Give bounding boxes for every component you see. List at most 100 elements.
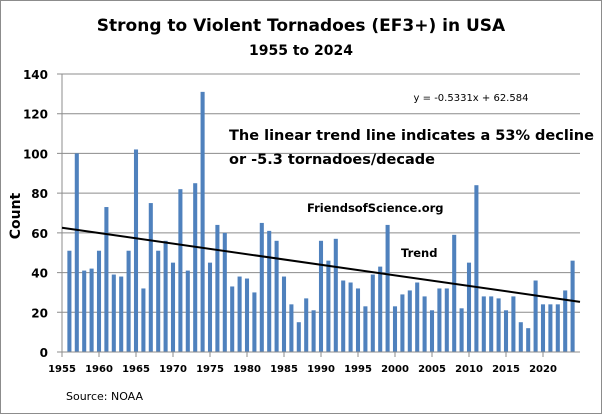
bar <box>119 276 124 352</box>
bar <box>193 183 198 352</box>
trend-label: Trend <box>401 246 437 260</box>
bar <box>348 282 353 352</box>
annotation-line-1: The linear trend line indicates a 53% de… <box>229 128 594 144</box>
bar <box>289 304 294 352</box>
x-tick-label: 1970 <box>159 364 187 375</box>
x-tick-label: 1975 <box>196 364 224 375</box>
bar <box>496 298 501 352</box>
trend-line <box>61 226 581 303</box>
bar <box>466 262 472 352</box>
bar <box>126 250 131 352</box>
bar <box>563 290 568 352</box>
y-tick-label: 120 <box>23 108 48 122</box>
bar <box>82 270 87 352</box>
bar <box>355 288 361 352</box>
x-tick-label: 1985 <box>270 364 298 375</box>
bar <box>207 262 213 352</box>
bar <box>526 328 531 352</box>
bar <box>318 240 324 352</box>
y-tick-label: 40 <box>31 267 48 281</box>
bar <box>185 270 190 352</box>
bar <box>104 207 109 352</box>
bar <box>67 250 72 352</box>
y-tick-label: 60 <box>31 227 48 241</box>
bar <box>200 91 205 352</box>
bar <box>518 322 523 352</box>
bar <box>163 240 168 352</box>
bar <box>459 308 464 352</box>
bar <box>244 278 250 352</box>
source-note: Source: NOAA <box>66 390 144 403</box>
annotation-line-2: or -5.3 tornadoes/decade <box>229 152 435 168</box>
bar <box>178 189 183 352</box>
bar <box>548 304 553 352</box>
y-tick-label: 0 <box>40 346 48 360</box>
x-tick-label: 2005 <box>418 364 446 375</box>
y-tick-label: 80 <box>31 187 48 201</box>
x-tick-label: 2020 <box>529 364 557 375</box>
bar <box>74 153 79 352</box>
bar <box>333 238 338 352</box>
bar <box>422 296 427 352</box>
x-tick-label: 1990 <box>307 364 335 375</box>
y-tick-label: 140 <box>23 68 48 82</box>
bar <box>533 280 538 352</box>
bar <box>474 185 479 352</box>
y-tick-label: 100 <box>23 147 48 161</box>
bar <box>555 304 560 352</box>
bar <box>429 310 435 352</box>
bar <box>341 280 346 352</box>
bar <box>89 268 94 352</box>
bar <box>267 230 272 352</box>
bar <box>444 288 449 352</box>
x-tick-label: 2010 <box>455 364 483 375</box>
chart-subtitle: 1955 to 2024 <box>249 43 353 59</box>
bar <box>156 250 161 352</box>
x-tick-label: 2015 <box>492 364 520 375</box>
bar <box>141 288 146 352</box>
watermark-text: FriendsofScience.org <box>307 201 444 215</box>
bar <box>400 294 405 352</box>
x-tick-label: 1995 <box>344 364 372 375</box>
trend-equation: y = -0.5331x + 62.584 <box>414 93 529 104</box>
bar <box>296 322 301 352</box>
bar <box>170 262 176 352</box>
bar <box>304 298 309 352</box>
bar <box>326 260 331 352</box>
chart-title: Strong to Violent Tornadoes (EF3+) in US… <box>97 16 506 36</box>
x-tick-label: 1955 <box>48 364 76 375</box>
bar <box>133 149 139 352</box>
x-tick-label: 1960 <box>85 364 113 375</box>
bar <box>489 296 494 352</box>
bar <box>392 306 398 352</box>
bar <box>111 274 116 352</box>
bar <box>148 203 153 352</box>
bar <box>363 306 368 352</box>
bar <box>378 266 383 352</box>
bar <box>274 240 279 352</box>
x-tick-label: 1980 <box>233 364 261 375</box>
bar <box>452 234 457 352</box>
bar <box>511 296 516 352</box>
bar <box>481 296 486 352</box>
bar <box>407 290 412 352</box>
bar <box>96 250 102 352</box>
bar <box>415 282 420 352</box>
bar <box>540 304 546 352</box>
bar <box>230 286 235 352</box>
bar <box>222 232 227 352</box>
bar <box>385 224 390 352</box>
x-tick-label: 1965 <box>122 364 150 375</box>
bar <box>503 310 509 352</box>
bar <box>237 276 242 352</box>
y-tick-label: 20 <box>31 306 48 320</box>
bar <box>370 274 375 352</box>
bar <box>215 224 220 352</box>
y-axis-label: Count <box>8 192 24 239</box>
bar <box>570 260 575 352</box>
bar <box>311 310 316 352</box>
bar <box>281 276 287 352</box>
x-tick-label: 2000 <box>381 364 409 375</box>
